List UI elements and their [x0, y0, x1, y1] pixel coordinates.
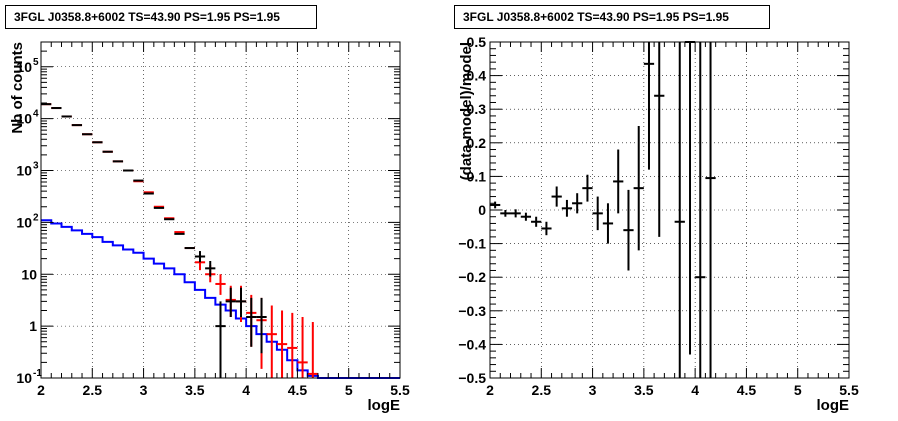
- y-tick-label: −0.2: [458, 269, 486, 285]
- x-tick-label: 4.5: [288, 382, 308, 398]
- y-tick-label: 10: [16, 111, 32, 127]
- series-1: [41, 103, 318, 378]
- x-axis-title: logE: [368, 397, 401, 414]
- series-0: [41, 219, 400, 379]
- x-axis-title: logE: [817, 397, 850, 414]
- x-tick-label: 3: [140, 382, 148, 398]
- y-tick-label: 0.4: [467, 68, 487, 84]
- x-tick-label: 5: [345, 382, 353, 398]
- y-tick-exponent: -1: [33, 368, 42, 379]
- y-tick-exponent: 2: [33, 212, 39, 223]
- y-tick-exponent: 5: [33, 57, 39, 68]
- x-tick-label: 2.5: [532, 382, 552, 398]
- grid-lines: [40, 42, 401, 379]
- y-tick-label: 0.2: [467, 135, 487, 151]
- y-tick-label: 10: [16, 59, 32, 75]
- y-axis: −0.5 −0.4 −0.3 −0.2 −0.1 0 0.1 0.2 0.3 0.4 0.5: [458, 34, 849, 386]
- series-0: [490, 41, 716, 378]
- series-2: [41, 103, 267, 378]
- x-tick-label: 4: [242, 382, 250, 398]
- x-axis: 2 2.5 3 3.5 4 4.5 5 5.5: [37, 42, 410, 398]
- x-tick-label: 5: [794, 382, 802, 398]
- plot-frame: [489, 41, 850, 379]
- y-tick-label: −0.3: [458, 303, 486, 319]
- grid-lines: [489, 41, 850, 379]
- chart-title: 3FGL J0358.8+6002 TS=43.90 PS=1.95 PS=1.…: [5, 5, 317, 29]
- y-tick-label: 10: [16, 370, 32, 386]
- x-tick-label: 5.5: [390, 382, 410, 398]
- x-tick-label: 3.5: [185, 382, 205, 398]
- x-tick-label: 2.5: [83, 382, 103, 398]
- plot-frame: [40, 41, 401, 379]
- y-tick-label: 10: [16, 214, 32, 230]
- y-tick-label: 10: [21, 266, 37, 282]
- histogram-step-line: [41, 219, 400, 379]
- y-tick-label: −0.1: [458, 236, 486, 252]
- y-axis-title: Nb of counts: [9, 42, 26, 134]
- residual-panel: 2 2.5 3 3.5 4 4.5 5 5.5 −0.5 −0.4 −0.3 −0.2 −0.1 0 0.1…: [449, 0, 898, 421]
- y-tick-exponent: 3: [33, 161, 39, 172]
- y-tick-label: 0: [478, 202, 486, 218]
- y-tick-label: 1: [29, 318, 37, 334]
- y-axis-title: (data-model)/model: [458, 42, 475, 180]
- x-tick-label: 4: [691, 382, 699, 398]
- x-tick-label: 2: [486, 382, 494, 398]
- y-tick-label: 0.3: [467, 101, 487, 117]
- x-tick-label: 4.5: [737, 382, 757, 398]
- residual-chart: 2 2.5 3 3.5 4 4.5 5 5.5 −0.5 −0.4 −0.3 −0.2 −0.1 0 0.1…: [458, 34, 859, 414]
- y-tick-label: 0.1: [467, 168, 487, 184]
- x-tick-label: 3: [589, 382, 597, 398]
- y-tick-label: −0.5: [458, 370, 486, 386]
- y-tick-exponent: 4: [33, 109, 39, 120]
- y-tick-label: 0.5: [467, 34, 487, 50]
- x-tick-label: 5.5: [839, 382, 859, 398]
- x-axis: 2 2.5 3 3.5 4 4.5 5 5.5: [486, 42, 859, 398]
- y-tick-label: 10: [16, 163, 32, 179]
- chart-title: 3FGL J0358.8+6002 TS=43.90 PS=1.95 PS=1.…: [454, 5, 770, 29]
- y-tick-label: −0.4: [458, 336, 486, 352]
- x-tick-label: 3.5: [634, 382, 654, 398]
- counts-panel: 2 2.5 3 3.5 4 4.5 5 5.5 10 -1 1 10 10 2 10 3 10 4 10 5 logE N…: [5, 5, 410, 414]
- x-tick-label: 2: [37, 382, 45, 398]
